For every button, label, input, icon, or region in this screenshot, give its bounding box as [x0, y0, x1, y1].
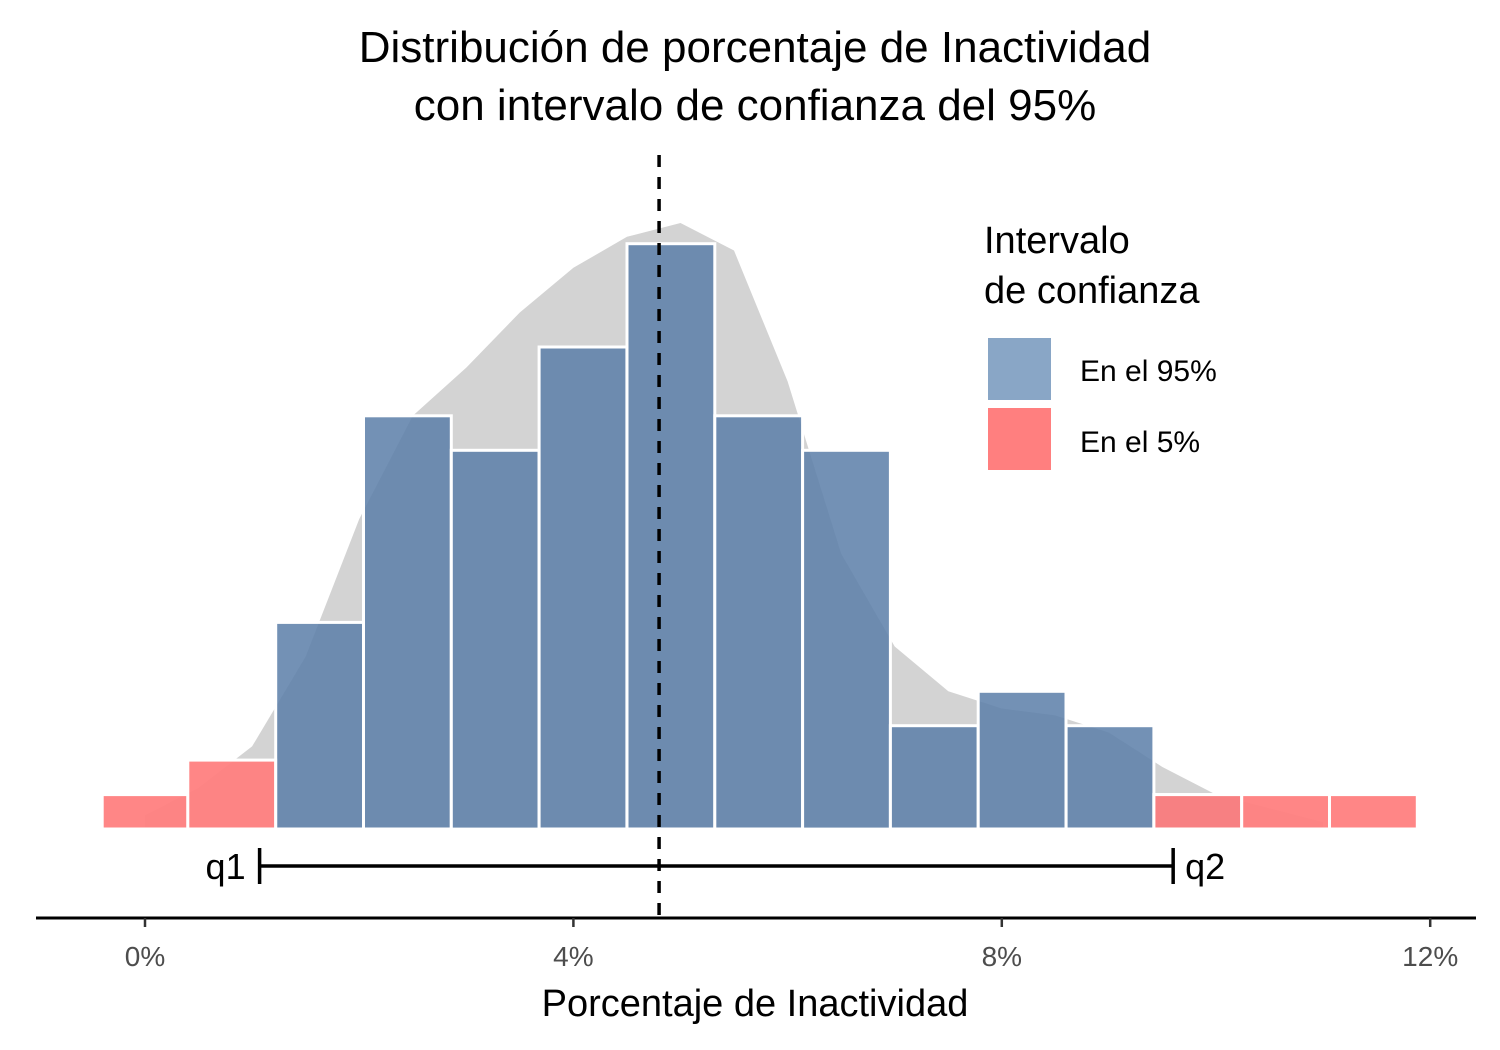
histogram-bar-in95-7 [888, 724, 980, 831]
histogram-bar-in5-2 [1152, 793, 1244, 831]
histogram-bar-in95-2 [449, 448, 541, 831]
legend-swatch-5 [988, 408, 1051, 470]
histogram-bar-in95-5 [713, 414, 805, 831]
chart-title-line-1: Distribución de porcentaje de Inactivida… [359, 23, 1151, 72]
interval-layer: q1 q2 [206, 846, 1226, 887]
x-tick-label-2: 8% [982, 941, 1022, 972]
histogram-bar-in95-8 [976, 689, 1068, 831]
legend: Intervalo de confianza En el 95% En el 5… [984, 220, 1217, 470]
legend-title-line-1: Intervalo [984, 220, 1130, 262]
legend-title-line-2: de confianza [984, 270, 1200, 312]
legend-swatch-95 [988, 338, 1051, 400]
x-axis: 0% 4% 8% 12% [36, 916, 1476, 972]
x-tick-label-0: 0% [125, 941, 165, 972]
histogram-bar-in95-1 [362, 414, 453, 831]
q2-label: q2 [1185, 846, 1225, 887]
histogram-bar-in95-3 [537, 345, 629, 831]
histogram-bar-in5-0 [100, 793, 190, 831]
q1-label: q1 [206, 846, 246, 887]
histogram-bar-in95-6 [801, 448, 892, 831]
histogram-bar-in95-0 [274, 620, 366, 831]
histogram-bar-in5-4 [1328, 793, 1419, 831]
legend-label-5: En el 5% [1080, 426, 1200, 459]
histogram-bars-layer [100, 242, 1419, 831]
x-tick-label-1: 4% [553, 941, 593, 972]
x-axis-title: Porcentaje de Inactividad [542, 983, 969, 1025]
histogram-bar-in5-3 [1240, 793, 1331, 831]
histogram-bar-in95-4 [625, 242, 717, 831]
histogram-bar-in5-1 [186, 758, 278, 831]
histogram-bar-in95-9 [1064, 724, 1156, 831]
chart-title-line-2: con intervalo de confianza del 95% [414, 81, 1096, 130]
legend-label-95: En el 95% [1080, 355, 1217, 388]
x-tick-label-3: 12% [1402, 941, 1458, 972]
